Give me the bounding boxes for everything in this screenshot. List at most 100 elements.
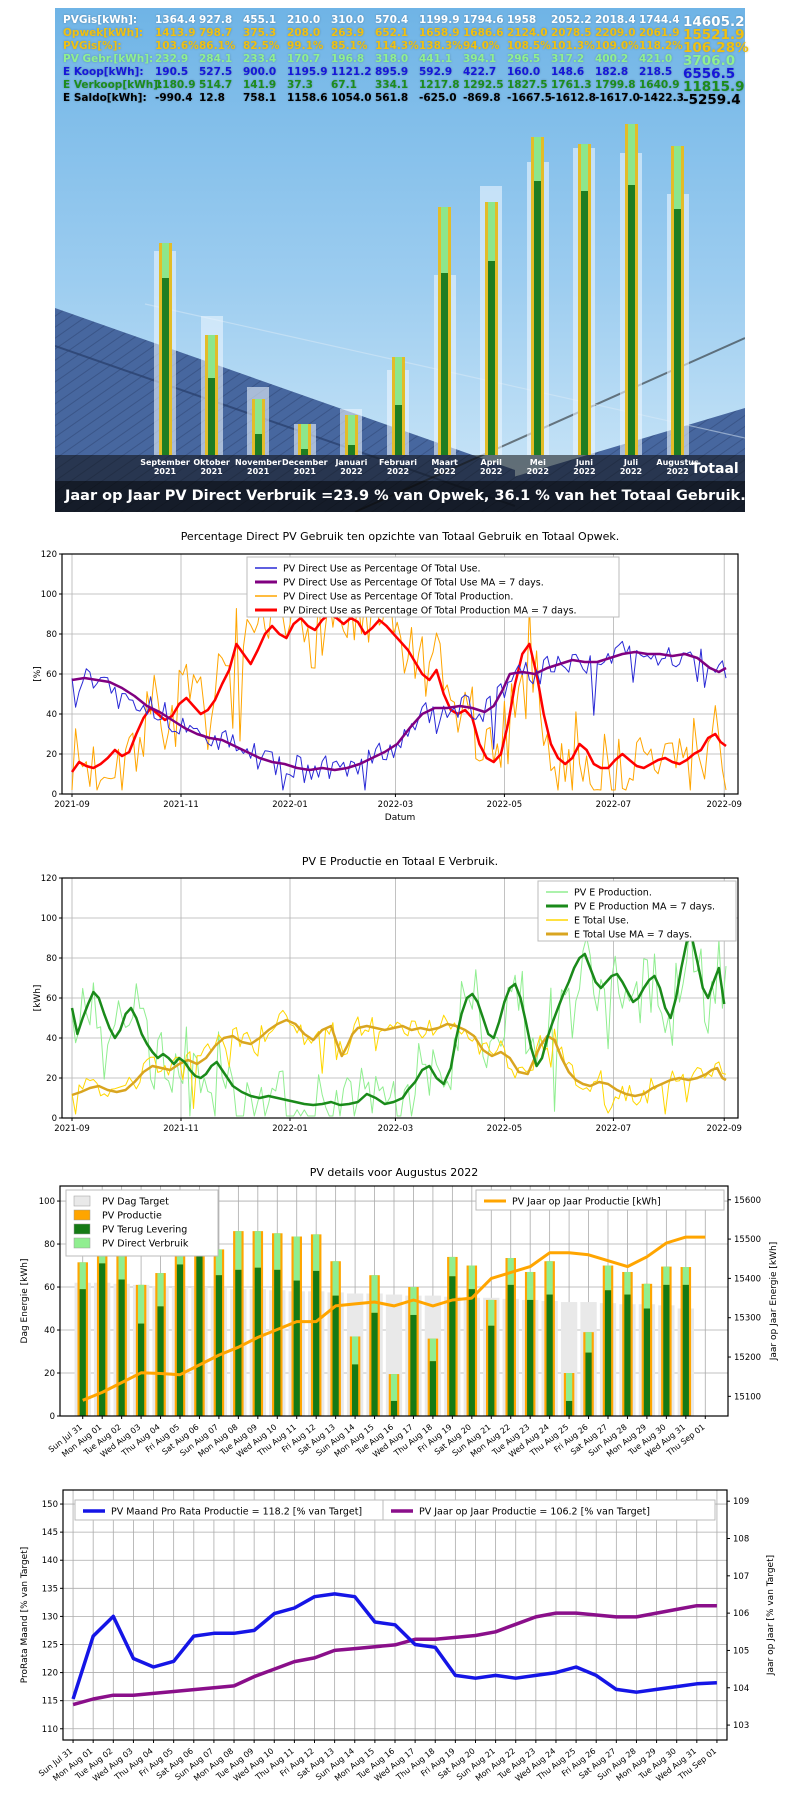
chart-title: PV E Productie en Totaal E Verbruik. — [302, 855, 498, 868]
svg-text:E Total Use MA = 7 days.: E Total Use MA = 7 days. — [574, 930, 692, 941]
table-cell: 263.9 — [331, 27, 365, 39]
legend: PV Jaar op Jaar Productie = 106.2 [% van… — [382, 1499, 716, 1521]
table-cell: 2052.2 — [551, 14, 592, 26]
bar-verkoop — [301, 449, 309, 455]
svg-text:100: 100 — [41, 914, 57, 924]
table-cell: 170.7 — [287, 53, 321, 65]
table-cell: 652.1 — [375, 27, 409, 39]
month-label: Oktober 2021 — [193, 458, 230, 476]
table-cell: 160.0 — [507, 66, 541, 78]
row-label: E Koop[kWh]: — [63, 66, 144, 78]
pct-direct-use-chart: Percentage Direct PV Gebruik ten opzicht… — [28, 524, 776, 850]
table-cell: 218.5 — [639, 66, 673, 78]
table-row: PVGis[kWh]: 1364.4 927.8 455.1 210.0 310.0 570… — [55, 14, 745, 30]
table-cell: 1199.9 — [419, 14, 460, 26]
bar-direct-gebruik — [161, 243, 169, 279]
table-cell: 310.0 — [331, 14, 365, 26]
axis-ticks: 0 20 40 60 80 100 120 2021-09 2021-11 2022-01 2022… — [41, 550, 742, 810]
table-total-cell: 6556.5 — [683, 66, 736, 82]
bar-verkoop — [441, 272, 449, 455]
jaar-op-jaar-line — [82, 1235, 706, 1402]
pv-summary-table: PVGis[kWh]: 1364.4 927.8 455.1 210.0 310.0 570… — [55, 8, 749, 512]
table-cell: 2078.5 — [551, 27, 592, 39]
svg-text:2021-11: 2021-11 — [163, 1124, 199, 1134]
legend: PV Dag Target PV Productie PV Terug Leveri… — [65, 1189, 219, 1257]
bar-direct-gebruik — [441, 206, 449, 273]
svg-text:2022-09: 2022-09 — [706, 800, 742, 810]
month-label: Juli 2022 — [619, 458, 643, 476]
row-label: Opwek[kWh]: — [63, 27, 144, 39]
bar-verkoop — [534, 181, 542, 455]
svg-text:PV Direct Use as Percentage Of: PV Direct Use as Percentage Of Total Pro… — [283, 592, 513, 603]
svg-text:15100: 15100 — [734, 1392, 761, 1402]
table-cell: 210.0 — [287, 14, 321, 26]
table-row: PVGis[%]: 103.6% 86.1% 82.5% 99.1% 85.1% 114.3… — [55, 40, 749, 56]
svg-text:103: 103 — [733, 1721, 749, 1731]
svg-text:2022-05: 2022-05 — [487, 1124, 523, 1134]
svg-text:2022-01: 2022-01 — [272, 1124, 308, 1134]
table-cell: -625.0 — [419, 92, 457, 104]
table-cell: 1217.8 — [419, 79, 460, 91]
svg-text:120: 120 — [42, 1669, 58, 1679]
table-cell: 85.1% — [331, 40, 368, 52]
svg-text:PV Jaar op Jaar Productie = 10: PV Jaar op Jaar Productie = 106.2 [% van… — [419, 1507, 650, 1518]
table-cell: 400.2 — [595, 53, 629, 65]
svg-text:PV Jaar op Jaar Productie [kWh: PV Jaar op Jaar Productie [kWh] — [512, 1197, 661, 1208]
table-cell: 1640.9 — [639, 79, 680, 91]
svg-text:120: 120 — [41, 874, 57, 884]
month-label: December 2021 — [281, 458, 328, 476]
table-cell: 148.6 — [551, 66, 585, 78]
table-cell: 1761.3 — [551, 79, 592, 91]
svg-text:80: 80 — [46, 954, 57, 964]
table-cell: 1292.5 — [463, 79, 504, 91]
svg-text:PV Direct Verbruik: PV Direct Verbruik — [102, 1239, 189, 1250]
table-row: Opwek[kWh]: 1413.9 798.7 375.3 208.0 263.9 652… — [55, 27, 745, 43]
axis-ticks: 0 20 40 60 80 100 120 2021-09 2021-11 2022-01 2022… — [41, 874, 742, 1134]
table-cell: 190.5 — [155, 66, 189, 78]
table-cell: 1686.6 — [463, 27, 504, 39]
bar-direct-gebruik — [534, 136, 542, 182]
month-labels: September 2021 Oktober 2021 November 2021 Dece… — [55, 455, 745, 959]
table-cell: 82.5% — [243, 40, 280, 52]
table-cell: 1158.6 — [287, 92, 328, 104]
caption-text: Jaar op Jaar PV Direct Verbruik =23.9 % … — [65, 488, 746, 504]
table-cell: 1958 — [507, 14, 537, 26]
svg-text:40: 40 — [46, 1034, 57, 1044]
table-cell: 232.9 — [155, 53, 189, 65]
table-cell: 422.7 — [463, 66, 497, 78]
month-label: September 2021 — [140, 458, 190, 476]
svg-text:135: 135 — [42, 1584, 58, 1594]
svg-text:2021-09: 2021-09 — [54, 800, 90, 810]
table-cell: 317.2 — [551, 53, 585, 65]
table-cell: 1413.9 — [155, 27, 196, 39]
bar-direct-gebruik — [301, 423, 309, 450]
table-cell: 927.8 — [199, 14, 233, 26]
table-cell: 900.0 — [243, 66, 277, 78]
table-cell: 1364.4 — [155, 14, 196, 26]
legend: PV Maand Pro Rata Productie = 118.2 [% v… — [74, 1499, 412, 1521]
table-total-cell: 3706.0 — [683, 53, 736, 69]
svg-text:107: 107 — [733, 1572, 749, 1582]
table-cell: 296.5 — [507, 53, 541, 65]
month-label-strip: September 2021 Oktober 2021 November 2021 Dece… — [55, 455, 745, 481]
table-cell: 421.0 — [639, 53, 673, 65]
table-cell: 1658.9 — [419, 27, 460, 39]
table-cell: 196.8 — [331, 53, 365, 65]
svg-text:2022-05: 2022-05 — [487, 800, 523, 810]
svg-text:100: 100 — [41, 590, 57, 600]
y-axis-label: [kWh] — [33, 985, 43, 1012]
table-total-cell: 106.28% — [683, 40, 749, 56]
svg-text:60: 60 — [44, 1283, 55, 1293]
svg-text:145: 145 — [42, 1528, 58, 1538]
table-cell: -1667.5 — [507, 92, 552, 104]
svg-text:109: 109 — [733, 1497, 749, 1507]
table-cell: 86.1% — [199, 40, 236, 52]
svg-text:80: 80 — [44, 1240, 55, 1250]
table-row: E Saldo[kWh]: -990.4 12.8 758.1 1158.6 1054.0… — [55, 92, 745, 108]
august-details-chart: PV details voor Augustus 2022 0 20 40 60 80 10… — [15, 1162, 793, 1478]
table-cell: 138.3% — [419, 40, 463, 52]
table-cell: 441.1 — [419, 53, 453, 65]
svg-text:105: 105 — [733, 1646, 749, 1656]
bar-direct-gebruik — [627, 124, 635, 186]
table-cell: -1422.3 — [639, 92, 684, 104]
